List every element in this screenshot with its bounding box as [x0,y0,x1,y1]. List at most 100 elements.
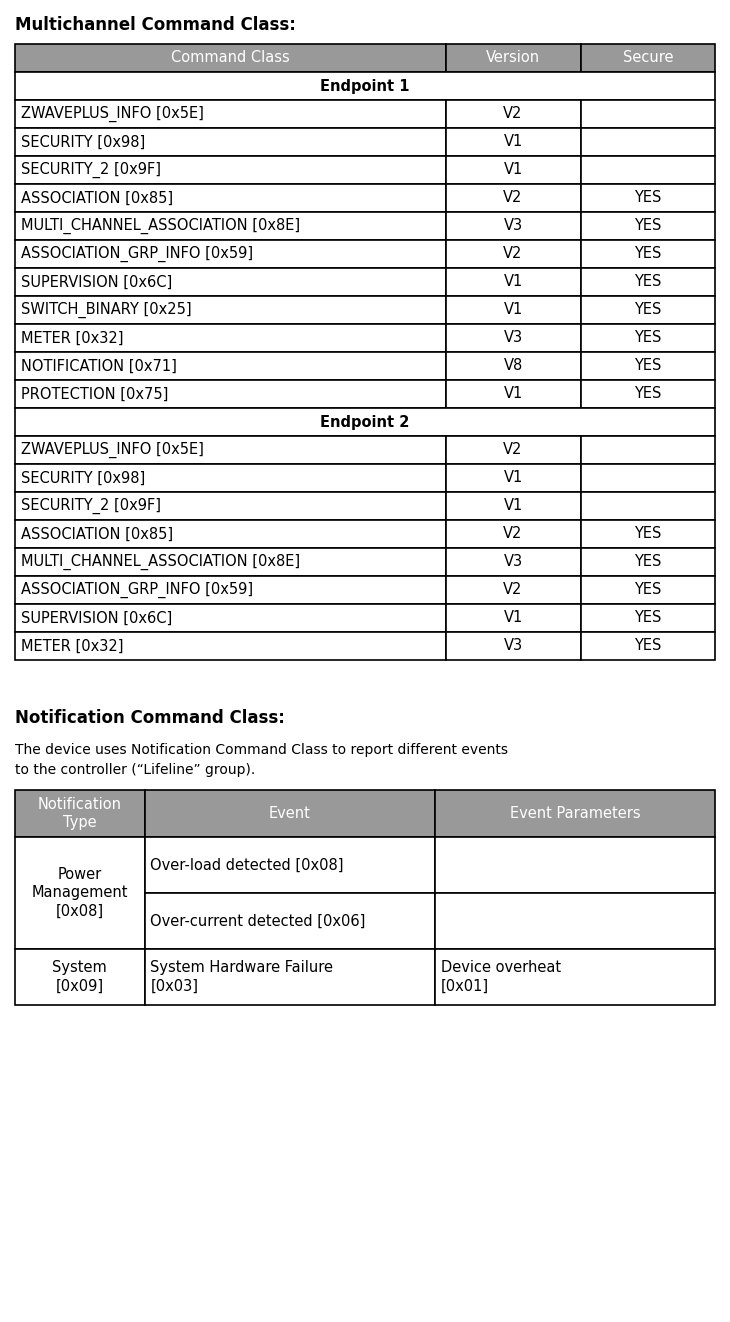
Bar [15,408,715,436]
Bar [580,576,715,604]
Bar [15,549,445,576]
Bar [15,436,445,464]
Bar [445,241,580,268]
Bar [15,464,445,492]
Text: V8: V8 [504,358,523,374]
Bar [145,791,435,837]
Bar [580,352,715,379]
Text: V1: V1 [504,386,523,402]
Text: SECURITY [0x98]: SECURITY [0x98] [21,135,145,149]
Bar [15,212,445,241]
Bar [15,241,445,268]
Text: Version: Version [486,50,540,66]
Text: to the controller (“Lifeline” group).: to the controller (“Lifeline” group). [15,763,255,777]
Text: V1: V1 [504,303,523,317]
Bar [15,604,445,632]
Bar [445,549,580,576]
Text: Event: Event [269,806,311,821]
Bar [580,44,715,71]
Text: Command Class: Command Class [171,50,290,66]
Bar [445,632,580,660]
Text: V2: V2 [504,526,523,542]
Bar [145,892,435,949]
Text: YES: YES [634,330,661,345]
Text: Multichannel Command Class:: Multichannel Command Class: [15,16,296,34]
Bar [435,791,715,837]
Bar [445,492,580,520]
Text: V2: V2 [504,583,523,598]
Bar [15,44,445,71]
Bar [580,184,715,212]
Bar [15,632,445,660]
Bar [145,949,435,1005]
Bar [580,492,715,520]
Text: V3: V3 [504,218,523,234]
Text: Secure: Secure [623,50,673,66]
Text: PROTECTION [0x75]: PROTECTION [0x75] [21,386,169,402]
Text: Power
Management
[0x08]: Power Management [0x08] [31,867,128,919]
Text: V1: V1 [504,163,523,177]
Text: V2: V2 [504,190,523,205]
Bar [580,212,715,241]
Text: YES: YES [634,386,661,402]
Text: YES: YES [634,303,661,317]
Text: NOTIFICATION [0x71]: NOTIFICATION [0x71] [21,358,177,374]
Bar [580,156,715,184]
Bar [445,379,580,408]
Bar [15,184,445,212]
Text: V3: V3 [504,639,523,653]
Bar [435,837,715,892]
Text: Endpoint 1: Endpoint 1 [320,78,410,94]
Bar [445,296,580,324]
Bar [15,156,445,184]
Bar [580,604,715,632]
Text: Endpoint 2: Endpoint 2 [320,415,410,430]
Text: ZWAVEPLUS_INFO [0x5E]: ZWAVEPLUS_INFO [0x5E] [21,442,204,459]
Text: SUPERVISION [0x6C]: SUPERVISION [0x6C] [21,611,172,625]
Bar [445,576,580,604]
Bar [580,632,715,660]
Text: SWITCH_BINARY [0x25]: SWITCH_BINARY [0x25] [21,301,191,319]
Bar [445,604,580,632]
Bar [15,100,445,128]
Bar [445,464,580,492]
Bar [580,549,715,576]
Bar [445,44,580,71]
Text: YES: YES [634,554,661,570]
Text: V2: V2 [504,246,523,262]
Bar [580,296,715,324]
Bar [15,268,445,296]
Text: System
[0x09]: System [0x09] [53,960,107,994]
Bar [580,379,715,408]
Text: ASSOCIATION_GRP_INFO [0x59]: ASSOCIATION_GRP_INFO [0x59] [21,246,253,262]
Bar [15,520,445,549]
Text: V1: V1 [504,498,523,513]
Bar [15,576,445,604]
Text: V2: V2 [504,107,523,122]
Bar [445,184,580,212]
Bar [580,520,715,549]
Bar [445,436,580,464]
Text: SECURITY_2 [0x9F]: SECURITY_2 [0x9F] [21,161,161,178]
Text: V3: V3 [504,330,523,345]
Bar [580,100,715,128]
Text: Over-current detected [0x06]: Over-current detected [0x06] [150,914,366,928]
Bar [15,379,445,408]
Text: YES: YES [634,246,661,262]
Text: Notification Command Class:: Notification Command Class: [15,709,285,727]
Text: SECURITY [0x98]: SECURITY [0x98] [21,471,145,485]
Bar [15,949,145,1005]
Bar [15,128,445,156]
Text: V1: V1 [504,611,523,625]
Text: MULTI_CHANNEL_ASSOCIATION [0x8E]: MULTI_CHANNEL_ASSOCIATION [0x8E] [21,218,300,234]
Bar [435,949,715,1005]
Bar [580,241,715,268]
Text: SECURITY_2 [0x9F]: SECURITY_2 [0x9F] [21,498,161,514]
Bar [580,464,715,492]
Bar [445,128,580,156]
Text: METER [0x32]: METER [0x32] [21,639,123,653]
Bar [15,352,445,379]
Text: YES: YES [634,218,661,234]
Text: ASSOCIATION [0x85]: ASSOCIATION [0x85] [21,190,173,205]
Text: Notification
Type: Notification Type [38,797,122,830]
